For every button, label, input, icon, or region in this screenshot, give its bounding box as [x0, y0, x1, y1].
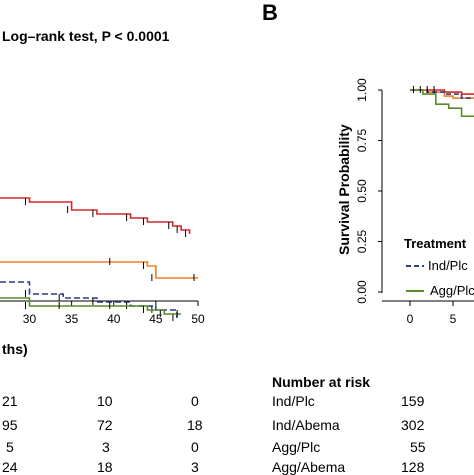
right-y-tick-label: 0.50: [355, 179, 369, 203]
risk-cell: 0: [191, 393, 199, 409]
left-x-tick-label: 45: [149, 312, 163, 326]
right-series-line-0: [410, 89, 474, 95]
right-y-tick-label: 0.75: [355, 128, 369, 152]
panel-b-label: B: [262, 0, 278, 25]
risk-cell: 0: [191, 439, 199, 455]
right-x-tick-label: 0: [407, 312, 414, 326]
risk-group-count: 55: [410, 439, 426, 455]
risk-group-count: 128: [401, 459, 425, 475]
risk-group-name: Agg/Abema: [272, 459, 346, 475]
risk-cell: 3: [191, 459, 199, 475]
right-y-tick-label: 0.00: [355, 280, 369, 304]
risk-group-count: 159: [401, 393, 425, 409]
risk-table-header: Number at risk: [272, 374, 371, 390]
left-series-line-1: [0, 261, 198, 279]
left-x-tick-label: 35: [65, 312, 79, 326]
right-series-line-3: [410, 89, 474, 118]
risk-group-name: Ind/Abema: [272, 417, 340, 433]
risk-cell: 3: [102, 439, 110, 455]
risk-group-count: 302: [401, 417, 425, 433]
right-y-tick-label: 1.00: [355, 78, 369, 102]
risk-cell: 18: [97, 459, 113, 475]
left-series-line-0: [0, 197, 191, 234]
risk-cell: 18: [187, 417, 203, 433]
left-x-tick-label: 30: [23, 312, 37, 326]
legend-title: Treatment: [404, 236, 467, 251]
risk-cell: 10: [97, 393, 113, 409]
left-x-axis-label: ths): [2, 341, 28, 357]
legend-entry-agg-plc: Agg/Plc: [430, 283, 474, 298]
legend-entry-ind-plc: Ind/Plc: [428, 258, 468, 273]
right-x-tick-label: 5: [450, 312, 457, 326]
left-series-line-3: [0, 297, 182, 315]
risk-cell: 24: [2, 459, 18, 475]
risk-cell: 5: [6, 439, 14, 455]
risk-cell: 72: [97, 417, 113, 433]
risk-cell: 95: [2, 417, 18, 433]
risk-group-name: Agg/Plc: [272, 439, 321, 455]
left-chart-title: Log–rank test, P < 0.0001: [2, 28, 170, 44]
risk-cell: 21: [2, 393, 18, 409]
left-x-tick-label: 40: [107, 312, 121, 326]
risk-group-name: Ind/Plc: [272, 393, 315, 409]
left-x-tick-label: 50: [191, 312, 205, 326]
right-y-tick-label: 0.25: [355, 229, 369, 253]
